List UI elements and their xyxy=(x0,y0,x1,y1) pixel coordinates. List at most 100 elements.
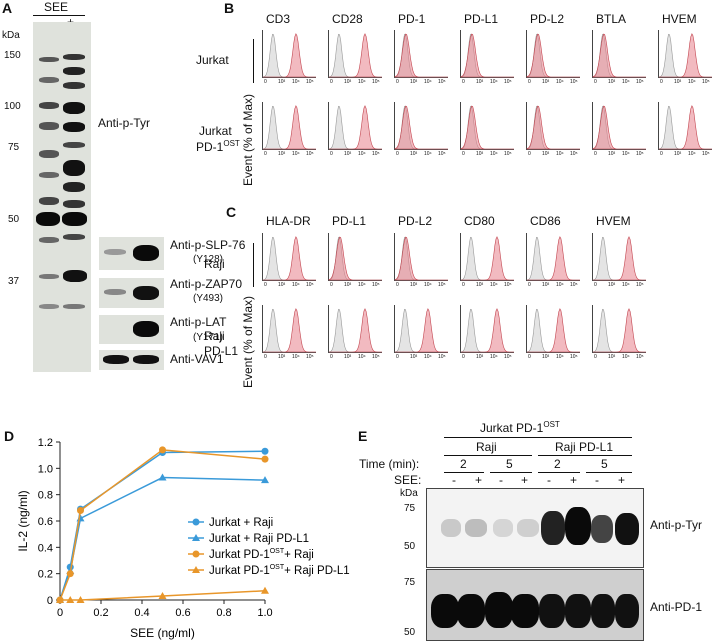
c-tick: 10³ xyxy=(344,354,352,360)
slp76-label: Anti-p-SLP-76 xyxy=(170,238,246,252)
c-tick: 10⁴ xyxy=(556,282,564,288)
legend-label-1: Jurkat + Raji PD-L1 xyxy=(209,533,309,545)
c-histogram-r1-c0 xyxy=(262,305,316,353)
b-tick: 0 xyxy=(528,79,531,85)
b-tick: 10³ xyxy=(344,79,352,85)
b-tick: 10³ xyxy=(608,151,616,157)
b-header-5: BTLA xyxy=(596,12,627,26)
c-tick: 10³ xyxy=(476,354,484,360)
legend-marker-0 xyxy=(192,518,200,526)
b-tick: 10⁵ xyxy=(306,151,314,157)
b-tick: 0 xyxy=(396,151,399,157)
legend-label-0: Jurkat + Raji xyxy=(209,517,273,529)
c-header-1: PD-L1 xyxy=(332,214,367,228)
c-tick: 10⁴ xyxy=(424,354,432,360)
c-tick: 10³ xyxy=(278,282,286,288)
c-tick: 0 xyxy=(594,282,597,288)
c-tick: 0 xyxy=(528,282,531,288)
legend-label-2: Jurkat PD-1OST+ Raji xyxy=(209,548,314,561)
series-2-point xyxy=(66,570,74,578)
zap70-label: Anti-p-ZAP70 xyxy=(170,277,243,291)
c-histogram-r0-c5 xyxy=(592,233,646,281)
y-tick-label: 0 xyxy=(47,595,53,607)
e-see-mark-2: - xyxy=(499,473,503,487)
e-see-mark-3: + xyxy=(521,473,529,487)
e-see-label: SEE: xyxy=(394,473,422,487)
c-row2-sub: PD-L1 xyxy=(204,344,239,358)
b-histogram-r1-c4 xyxy=(526,102,580,150)
e-ptyr-blot xyxy=(426,488,644,568)
e-time-2: 2 xyxy=(554,457,561,471)
marker-150: 150 xyxy=(4,50,21,61)
b-tick: 0 xyxy=(330,151,333,157)
series-3-point xyxy=(56,596,64,603)
b-ylabel: Event (% of Max) xyxy=(241,93,255,186)
e-see-mark-0: - xyxy=(452,473,456,487)
c-ylabel: Event (% of Max) xyxy=(241,295,255,388)
c-tick: 10³ xyxy=(608,354,616,360)
b-tick: 10⁵ xyxy=(636,151,644,157)
b-tick: 10⁵ xyxy=(702,151,710,157)
b-header-4: PD-L2 xyxy=(530,12,565,26)
panel-d-label: D xyxy=(4,428,15,444)
legend-marker-1 xyxy=(192,534,200,541)
b-row2-sub: PD-1OST xyxy=(196,139,240,154)
c-tick: 10⁴ xyxy=(292,282,300,288)
c-tick: 10⁵ xyxy=(438,282,446,288)
b-tick: 10⁴ xyxy=(292,79,300,85)
b-tick: 10⁴ xyxy=(424,151,432,157)
series-3-point xyxy=(76,596,85,603)
legend-marker-2 xyxy=(192,550,200,558)
c-tick: 10⁴ xyxy=(358,282,366,288)
b-tick: 10⁵ xyxy=(570,151,578,157)
main-blot-label: Anti-p-Tyr xyxy=(98,116,151,130)
vav1-blot xyxy=(99,350,164,370)
c-tick: 10⁴ xyxy=(622,282,630,288)
b-arrow xyxy=(253,39,254,83)
b-tick: 10³ xyxy=(344,151,352,157)
c-row1-label: Raji xyxy=(204,257,225,271)
b-histogram-r0-c2 xyxy=(394,30,448,78)
e-pd1-blot xyxy=(426,569,644,641)
c-tick: 10⁵ xyxy=(438,354,446,360)
b-tick: 0 xyxy=(594,79,597,85)
panel-b-label: B xyxy=(224,0,235,16)
c-tick: 10⁵ xyxy=(570,282,578,288)
b-histogram-r1-c1 xyxy=(328,102,382,150)
kda-label: kDa xyxy=(2,30,20,41)
b-tick: 0 xyxy=(660,151,663,157)
b-histogram-r0-c0 xyxy=(262,30,316,78)
e-bottom-label: Anti-PD-1 xyxy=(650,600,703,614)
y-tick-label: 0.8 xyxy=(38,490,53,502)
zap70-sub: (Y493) xyxy=(193,293,224,304)
y-tick-label: 0.2 xyxy=(38,569,53,581)
series-2-point xyxy=(77,506,84,514)
c-tick: 0 xyxy=(462,282,465,288)
e-header: Jurkat PD-1OST xyxy=(480,420,560,435)
e-bot-75: 75 xyxy=(404,577,416,588)
slp76-sub: (Y128) xyxy=(193,254,224,265)
b-tick: 10⁴ xyxy=(688,79,696,85)
c-tick: 10⁵ xyxy=(504,354,512,360)
b-tick: 10³ xyxy=(608,79,616,85)
legend-marker-3 xyxy=(192,566,200,573)
e-time-0: 2 xyxy=(460,457,467,471)
c-tick: 10⁴ xyxy=(292,354,300,360)
series-2-point xyxy=(159,446,166,454)
c-histogram-r1-c3 xyxy=(460,305,514,353)
c-tick: 10⁵ xyxy=(636,354,644,360)
b-tick: 0 xyxy=(264,79,267,85)
c-histogram-r0-c3 xyxy=(460,233,514,281)
b-tick: 10⁴ xyxy=(556,151,564,157)
c-tick: 10⁵ xyxy=(372,282,380,288)
e-see-mark-5: + xyxy=(570,473,578,487)
c-header-3: CD80 xyxy=(464,214,495,228)
marker-37: 37 xyxy=(8,276,20,287)
series-3-point xyxy=(261,586,269,594)
e-see-mark-1: + xyxy=(475,473,483,487)
c-arrow xyxy=(253,243,254,287)
series-3-point xyxy=(158,592,167,600)
lat-blot xyxy=(99,315,164,344)
c-tick: 10⁵ xyxy=(306,282,314,288)
c-histogram-r1-c5 xyxy=(592,305,646,353)
